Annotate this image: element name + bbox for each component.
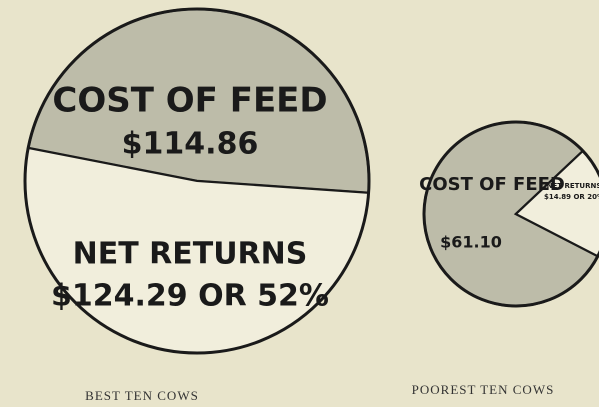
slice-value-label: $124.29 OR 52% [51, 279, 329, 314]
pie-outline [23, 7, 371, 355]
slice-value-label: $14.89 OR 20% [544, 193, 599, 201]
slice-value-label: $61.10 [440, 233, 502, 252]
slice-label: COST OF FEED [419, 174, 565, 195]
pie-outline [422, 120, 599, 308]
slice-label: NET RETURNS [547, 182, 599, 190]
chart-title: BEST TEN COWS [85, 388, 199, 403]
slice-label: NET RETURNS [73, 237, 308, 272]
slice-value-label: $114.86 [122, 127, 259, 162]
chart-title: POOREST TEN COWS [412, 382, 555, 397]
slice-label: COST OF FEED [52, 81, 327, 121]
